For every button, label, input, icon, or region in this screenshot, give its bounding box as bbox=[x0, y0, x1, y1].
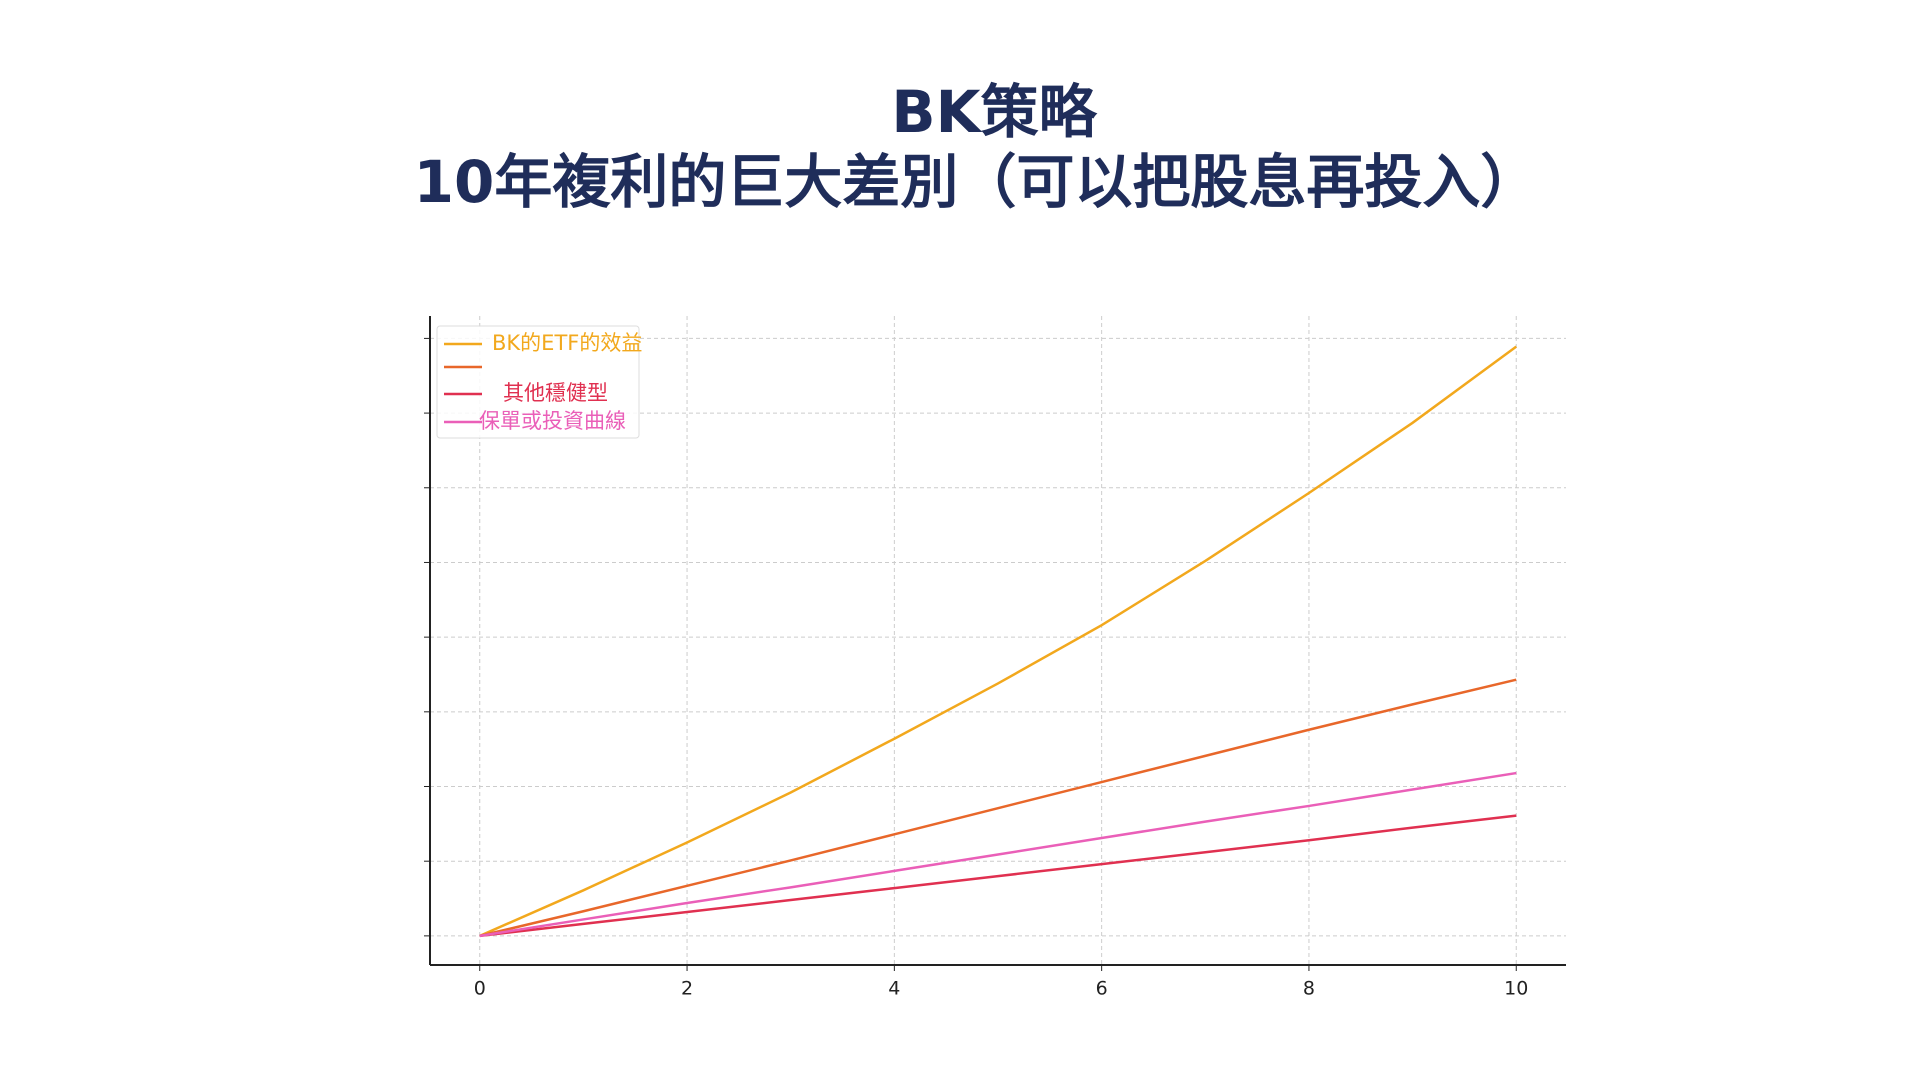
chart-title: BK策略 bbox=[891, 78, 1097, 146]
x-tick-label: 2 bbox=[681, 978, 693, 1000]
series-line bbox=[479, 678, 1517, 938]
x-tick-label: 0 bbox=[474, 978, 486, 1000]
series-line bbox=[479, 345, 1517, 938]
x-tick-label: 8 bbox=[1303, 978, 1315, 1000]
legend-label: BK的ETF的效益 bbox=[492, 331, 642, 355]
x-tick-label: 6 bbox=[1096, 978, 1108, 1000]
legend-label: 其他穩健型 bbox=[503, 381, 608, 405]
x-tick-label: 10 bbox=[1504, 978, 1528, 1000]
series-line bbox=[479, 814, 1517, 938]
legend-box bbox=[436, 325, 640, 439]
series-line bbox=[479, 771, 1517, 938]
chart-title: 10年複利的巨大差別（可以把股息再投入） bbox=[414, 148, 1539, 216]
x-tick-label: 4 bbox=[888, 978, 900, 1000]
legend-label: 保單或投資曲線 bbox=[479, 409, 626, 433]
